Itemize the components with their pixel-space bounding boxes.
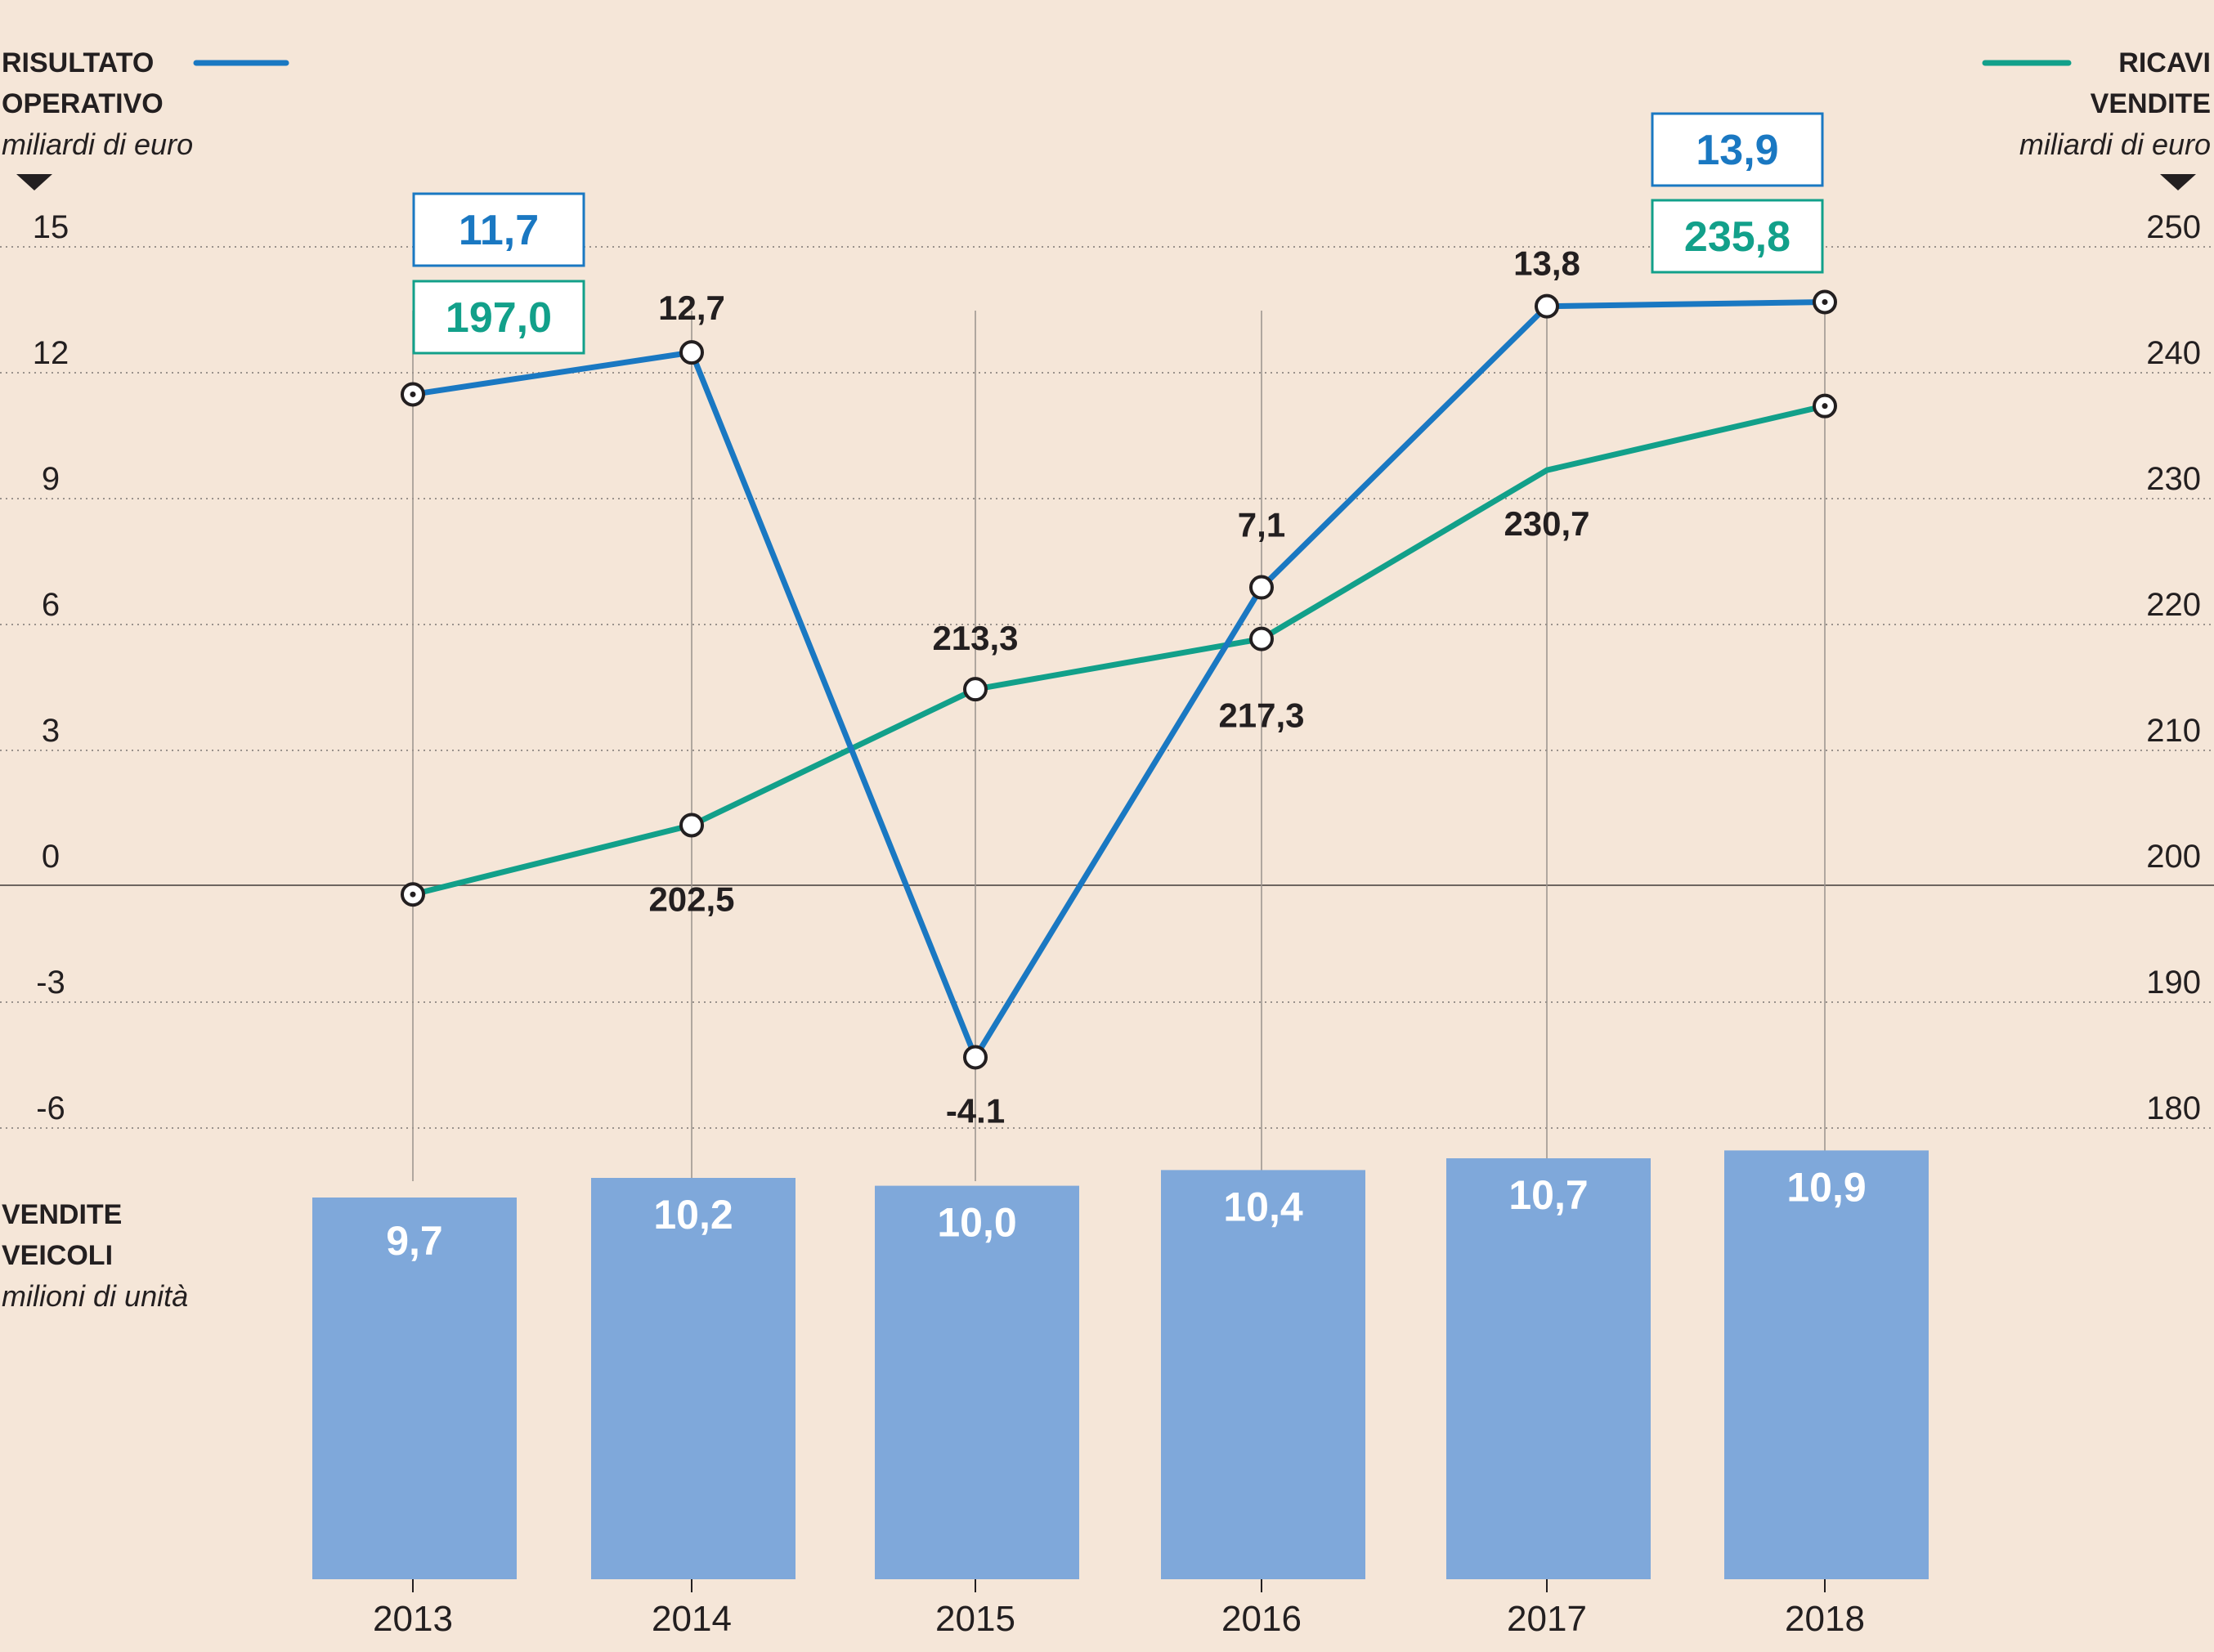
operating-value-label: -4.1 (946, 1091, 1005, 1130)
legend-left-title-2: OPERATIVO (2, 88, 164, 119)
operating-point-dot (1822, 299, 1828, 306)
revenue-value-label: 230,7 (1504, 504, 1589, 543)
revenue-value-label: 202,5 (648, 880, 734, 919)
revenue-point-dot (1822, 403, 1828, 410)
vehicle-sales-bar (1161, 1170, 1365, 1579)
y-left-tick-label: 9 (42, 461, 60, 497)
revenue-point-marker (679, 813, 704, 838)
y-axis-left: 15 12 9 6 3 0 -3 -6 (33, 209, 69, 1126)
legend-left-axis-arrow (16, 174, 52, 190)
vehicle-sales-bar (1446, 1158, 1651, 1579)
grid (0, 246, 2214, 1181)
y-right-tick-label: 220 (2146, 587, 2201, 623)
series-lines (401, 289, 1837, 1070)
legend-bars-title-1: VENDITE (2, 1199, 122, 1230)
operating-2013-box (412, 192, 585, 267)
revenue-point-marker (1249, 626, 1274, 651)
legend-right-unit: miliardi di euro (2019, 128, 2211, 161)
x-tick-label: 2016 (1221, 1599, 1302, 1639)
point-labels: 12,7 -4.1 7,1 13,8 202,5 213,3 217,3 230,7 (648, 244, 1589, 1130)
revenue-2013-box (412, 280, 585, 355)
legend-bars: VENDITE VEICOLI milioni di unità (2, 1199, 188, 1313)
operating-point-marker (963, 1045, 988, 1070)
operating-point-marker (1535, 293, 1559, 319)
legend-left-title-1: RISULTATO (2, 47, 154, 78)
legend-left-unit: miliardi di euro (2, 128, 193, 161)
legend-bars-title-2: VEICOLI (2, 1240, 113, 1271)
y-right-tick-label: 240 (2146, 335, 2201, 371)
x-tick-label: 2018 (1785, 1599, 1865, 1639)
y-right-tick-label: 210 (2146, 713, 2201, 749)
revenue-2018-box (1651, 199, 1824, 274)
operating-point-marker (679, 340, 704, 365)
legend-right-title-2: VENDITE (2091, 88, 2211, 119)
x-tick-label: 2014 (652, 1599, 732, 1639)
legend-left: RISULTATO OPERATIVO miliardi di euro (2, 47, 289, 190)
operating-2018-box-label: 13,9 (1696, 127, 1778, 174)
operating-point-marker (1249, 575, 1274, 600)
vehicle-sales-bar (875, 1185, 1079, 1579)
vehicle-sales-bars: 9,7 10,2 10,0 10,4 10,7 10,9 (312, 1150, 1929, 1579)
legend-right-axis-arrow (2160, 174, 2196, 190)
operating-value-label: 12,7 (658, 289, 725, 327)
vehicle-sales-bar (312, 1198, 517, 1579)
vehicle-sales-bar (591, 1178, 796, 1579)
y-left-tick-label: -6 (36, 1090, 65, 1126)
legend-bars-unit: milioni di unità (2, 1279, 188, 1313)
y-right-tick-label: 230 (2146, 461, 2201, 497)
legend-right: RICAVI VENDITE miliardi di euro (1982, 47, 2211, 190)
y-left-tick-label: 15 (33, 209, 69, 245)
y-left-tick-label: 6 (42, 587, 60, 623)
y-right-tick-label: 250 (2146, 209, 2201, 245)
revenue-line (412, 403, 1826, 898)
operating-value-label: 13,8 (1513, 244, 1580, 283)
legend-right-title-1: RICAVI (2118, 47, 2211, 78)
bar-value-label: 10,7 (1508, 1172, 1588, 1218)
revenue-value-label: 213,3 (932, 619, 1018, 657)
bar-value-label: 10,9 (1786, 1164, 1866, 1210)
bar-value-label: 10,0 (937, 1200, 1016, 1246)
vehicle-sales-bar (1724, 1150, 1929, 1579)
revenue-2018-box-label: 235,8 (1684, 213, 1790, 261)
operating-2018-box (1651, 112, 1824, 187)
value-boxes: 11,7 197,0 13,9 235,8 (412, 112, 1824, 355)
x-tick-label: 2017 (1507, 1599, 1587, 1639)
y-right-tick-label: 200 (2146, 839, 2201, 875)
operating-2013-box-label: 11,7 (459, 207, 539, 254)
y-axis-right: 250 240 230 220 210 200 190 180 (2146, 209, 2201, 1126)
x-tick-label: 2015 (935, 1599, 1015, 1639)
operating-value-label: 7,1 (1238, 506, 1285, 544)
bar-value-label: 10,2 (653, 1192, 733, 1238)
y-left-tick-label: 0 (42, 839, 60, 875)
y-right-tick-label: 180 (2146, 1090, 2201, 1126)
revenue-point-dot (410, 891, 416, 898)
revenue-point-marker (963, 677, 988, 702)
x-tick-label: 2013 (373, 1599, 453, 1639)
operating-point-dot (410, 391, 416, 397)
revenue-value-label: 217,3 (1218, 696, 1304, 735)
operating-line (412, 299, 1826, 1060)
y-left-tick-label: 12 (33, 335, 69, 371)
y-left-tick-label: 3 (42, 713, 60, 749)
y-left-tick-label: -3 (36, 965, 65, 1001)
y-right-tick-label: 190 (2146, 965, 2201, 1001)
bar-value-label: 10,4 (1223, 1184, 1303, 1229)
x-axis: 2013 2014 2015 2016 2017 2018 (373, 1579, 1865, 1639)
bar-value-label: 9,7 (386, 1218, 443, 1264)
revenue-2013-box-label: 197,0 (446, 294, 552, 342)
